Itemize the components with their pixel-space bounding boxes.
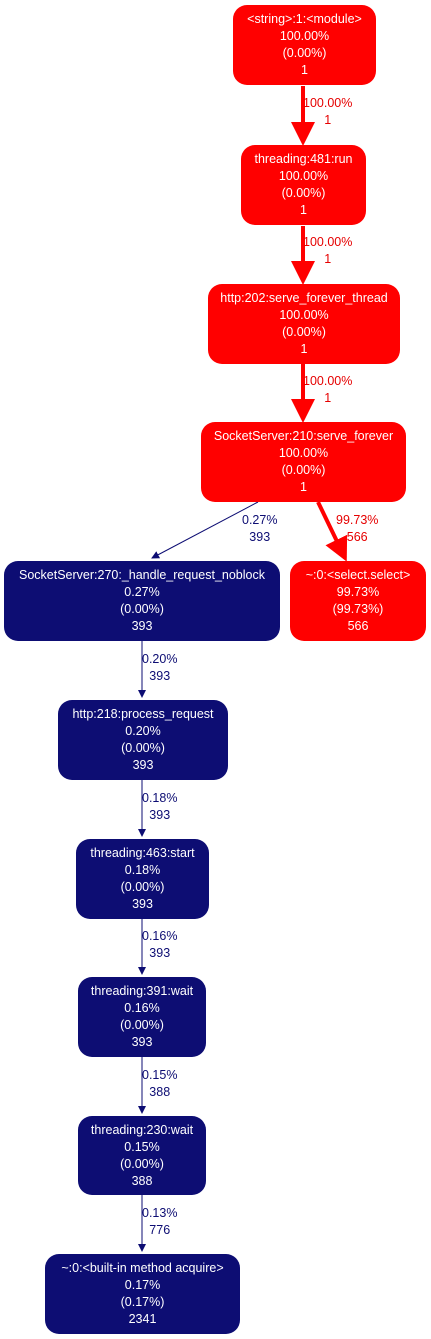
edge-label: 99.73% 566 bbox=[336, 512, 378, 546]
node-total-percent: 100.00% bbox=[278, 446, 329, 460]
node-call-count: 2341 bbox=[128, 1312, 157, 1326]
edge-calls: 393 bbox=[249, 530, 271, 544]
edge-calls: 1 bbox=[324, 391, 332, 405]
edge-label: 100.00% 1 bbox=[303, 95, 352, 129]
node-self-percent: (0.00%) bbox=[120, 1156, 164, 1171]
edge-label: 0.16% 393 bbox=[142, 928, 177, 962]
node-call-count: 1 bbox=[300, 203, 307, 217]
node-call-count: 393 bbox=[132, 897, 153, 911]
edge-percent: 99.73% bbox=[336, 513, 379, 527]
edge-percent: 0.20% bbox=[142, 652, 178, 666]
node-module: <string>:1:<module> 100.00% (0.00%) 1 bbox=[233, 5, 376, 85]
node-threading-wait-391: threading:391:wait 0.16% (0.00%) 393 bbox=[78, 977, 206, 1057]
node-call-count: 1 bbox=[300, 342, 308, 356]
node-builtin-acquire: ~:0:<built-in method acquire> 0.17% (0.1… bbox=[45, 1254, 240, 1334]
edge-percent: 100.00% bbox=[303, 96, 353, 110]
edge-calls: 388 bbox=[149, 1085, 171, 1099]
node-self-percent: (0.00%) bbox=[120, 602, 164, 616]
edge-calls: 393 bbox=[149, 669, 171, 683]
node-self-percent: (0.00%) bbox=[281, 463, 326, 477]
edge-label: 100.00% 1 bbox=[303, 234, 352, 268]
node-function-name: threading:481:run bbox=[254, 152, 353, 166]
edge-percent: 0.18% bbox=[142, 791, 178, 805]
edge-percent: 100.00% bbox=[303, 374, 353, 388]
node-function-name: ~:0:<select.select> bbox=[305, 568, 411, 582]
node-function-name: threading:230:wait bbox=[90, 1122, 194, 1137]
node-self-percent: (0.00%) bbox=[120, 880, 165, 894]
edge-label: 100.00% 1 bbox=[303, 373, 352, 407]
node-self-percent: (0.00%) bbox=[121, 741, 165, 755]
node-process-request: http:218:process_request 0.20% (0.00%) 3… bbox=[58, 700, 228, 780]
node-function-name: threading:463:start bbox=[90, 846, 195, 860]
node-total-percent: 0.18% bbox=[124, 863, 161, 877]
edge-calls: 393 bbox=[149, 946, 171, 960]
node-call-count: 393 bbox=[131, 619, 153, 633]
edge-label: 0.13% 776 bbox=[142, 1205, 177, 1239]
node-total-percent: 100.00% bbox=[279, 29, 330, 43]
node-total-percent: 100.00% bbox=[278, 169, 329, 183]
edge-label: 0.20% 393 bbox=[142, 651, 177, 685]
edge-calls: 1 bbox=[324, 252, 332, 266]
node-call-count: 393 bbox=[131, 1035, 153, 1049]
node-call-count: 388 bbox=[131, 1173, 153, 1188]
node-total-percent: 99.73% bbox=[336, 585, 380, 599]
edge-label: 0.27% 393 bbox=[242, 512, 277, 546]
node-self-percent: (0.00%) bbox=[282, 325, 326, 339]
edge-percent: 100.00% bbox=[303, 235, 353, 249]
node-function-name: http:218:process_request bbox=[72, 707, 214, 721]
edge-percent: 0.13% bbox=[142, 1206, 178, 1220]
node-total-percent: 0.27% bbox=[124, 585, 160, 599]
edge-percent: 0.27% bbox=[242, 513, 278, 527]
node-function-name: SocketServer:270:_handle_request_noblock bbox=[18, 568, 265, 582]
edge-calls: 566 bbox=[346, 530, 368, 544]
node-total-percent: 0.17% bbox=[124, 1278, 161, 1292]
node-select: ~:0:<select.select> 99.73% (99.73%) 566 bbox=[290, 561, 426, 641]
edge-calls: 1 bbox=[324, 113, 332, 127]
node-function-name: threading:391:wait bbox=[90, 984, 194, 998]
node-serve-forever: SocketServer:210:serve_forever 100.00% (… bbox=[201, 422, 406, 502]
node-function-name: ~:0:<built-in method acquire> bbox=[61, 1261, 224, 1275]
node-total-percent: 0.20% bbox=[125, 724, 161, 738]
node-thread-run: threading:481:run 100.00% (0.00%) 1 bbox=[241, 145, 366, 225]
node-total-percent: 0.16% bbox=[124, 1001, 160, 1015]
edge-serve-forever-to-select bbox=[316, 501, 348, 562]
node-call-count: 393 bbox=[132, 758, 154, 772]
node-self-percent: (99.73%) bbox=[332, 602, 384, 616]
edge-label: 0.18% 393 bbox=[142, 790, 177, 824]
node-function-name: SocketServer:210:serve_forever bbox=[213, 429, 394, 443]
node-self-percent: (0.00%) bbox=[120, 1018, 164, 1032]
edge-percent: 0.15% bbox=[142, 1068, 178, 1082]
node-call-count: 1 bbox=[301, 63, 308, 77]
edge-percent: 0.16% bbox=[142, 929, 178, 943]
node-threading-start: threading:463:start 0.18% (0.00%) 393 bbox=[76, 839, 209, 919]
node-handle-request-noblock: SocketServer:270:_handle_request_noblock… bbox=[4, 561, 280, 641]
node-function-name: http:202:serve_forever_thread bbox=[220, 291, 388, 305]
node-serve-forever-thread: http:202:serve_forever_thread 100.00% (0… bbox=[208, 284, 400, 364]
node-threading-wait-230: threading:230:wait 0.15% (0.00%) 388 bbox=[78, 1116, 206, 1195]
node-self-percent: (0.17%) bbox=[120, 1295, 165, 1309]
edge-calls: 393 bbox=[149, 808, 171, 822]
node-total-percent: 100.00% bbox=[279, 308, 329, 322]
edge-serve-forever-to-handle bbox=[151, 501, 259, 559]
node-self-percent: (0.00%) bbox=[281, 186, 326, 200]
node-call-count: 566 bbox=[347, 619, 369, 633]
edge-label: 0.15% 388 bbox=[142, 1067, 177, 1101]
node-function-name: <string>:1:<module> bbox=[247, 12, 362, 26]
edge-calls: 776 bbox=[149, 1223, 171, 1237]
node-self-percent: (0.00%) bbox=[282, 46, 327, 60]
node-total-percent: 0.15% bbox=[124, 1139, 160, 1154]
node-call-count: 1 bbox=[300, 480, 307, 494]
